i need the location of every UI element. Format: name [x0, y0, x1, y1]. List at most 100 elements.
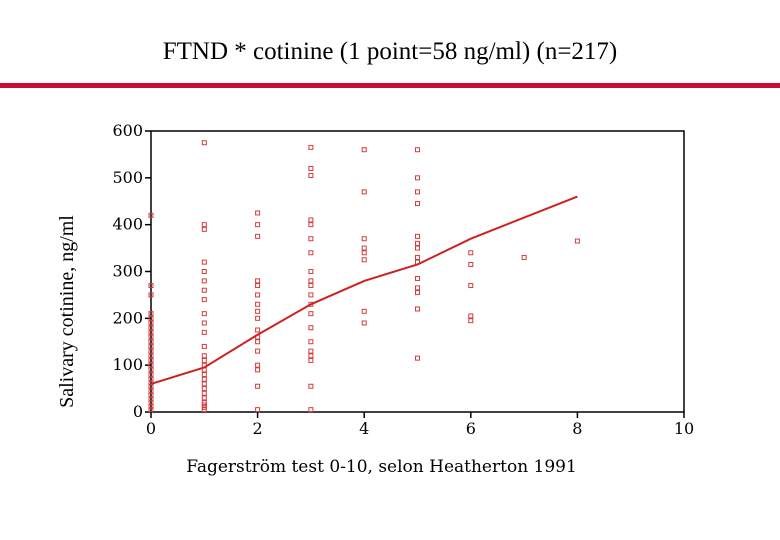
- data-point: [148, 353, 154, 359]
- data-point: [308, 269, 314, 274]
- data-point: [201, 222, 207, 228]
- data-point: [148, 393, 154, 399]
- data-point: [308, 311, 314, 317]
- data-point: [361, 257, 367, 263]
- data-point: [201, 400, 207, 406]
- data-point: [148, 311, 154, 317]
- data-point: [201, 357, 207, 363]
- data-point: [415, 276, 420, 282]
- data-point: [201, 259, 207, 265]
- data-point: [148, 348, 154, 354]
- data-point: [521, 254, 527, 260]
- data-point: [308, 383, 314, 389]
- x-tick-label: 6: [466, 419, 476, 438]
- x-axis-label: Fagerström test 0-10, selon Heatherton 1…: [186, 457, 577, 477]
- data-point: [361, 189, 367, 195]
- y-axis-label: Salivary cotinine, ng/ml: [56, 215, 78, 408]
- data-point: [308, 407, 314, 413]
- data-point: [148, 376, 154, 382]
- data-point: [468, 250, 474, 256]
- data-point: [255, 301, 261, 307]
- data-point: [308, 339, 314, 345]
- data-point: [415, 306, 420, 312]
- data-point: [148, 325, 154, 331]
- data-point: [308, 278, 314, 284]
- data-point: [201, 353, 207, 359]
- data-point: [308, 357, 314, 363]
- data-point: [415, 240, 420, 246]
- data-point: [148, 396, 154, 402]
- data-point: [148, 357, 154, 363]
- data-point: [148, 283, 154, 289]
- data-point: [308, 250, 314, 256]
- data-point: [255, 327, 261, 333]
- data-point: [148, 339, 154, 345]
- data-point: [148, 407, 154, 413]
- plot-frame: [150, 130, 685, 413]
- data-point: [415, 285, 420, 291]
- data-point: [415, 201, 420, 207]
- data-point: [255, 233, 261, 239]
- data-point: [255, 348, 261, 354]
- data-point: [415, 254, 420, 260]
- data-point: [255, 278, 261, 284]
- data-point: [148, 329, 154, 335]
- data-point: [148, 334, 154, 340]
- axis-ticks: 0 100 200 300 400 500 600 0 2 4 6 8 10: [112, 121, 694, 438]
- data-point: [361, 308, 367, 314]
- data-point: [308, 217, 314, 223]
- data-points: [148, 140, 580, 413]
- data-point: [148, 320, 154, 326]
- data-point: [255, 367, 261, 373]
- x-tick-label: 4: [359, 419, 369, 438]
- data-point: [415, 290, 420, 296]
- x-tick-label: 10: [674, 419, 694, 438]
- data-point: [201, 343, 207, 349]
- data-point: [148, 388, 154, 394]
- data-point: [308, 325, 314, 331]
- data-point: [255, 315, 261, 321]
- data-point: [201, 278, 207, 284]
- data-point: [255, 308, 261, 314]
- data-point: [201, 320, 207, 326]
- title-underline: [0, 83, 780, 88]
- chart-title: FTND * cotinine (1 point=58 ng/ml) (n=21…: [162, 38, 618, 65]
- data-point: [308, 283, 314, 289]
- data-point: [201, 311, 207, 317]
- data-point: [201, 381, 207, 387]
- data-point: [361, 320, 367, 326]
- data-point: [415, 175, 420, 181]
- data-point: [468, 261, 474, 267]
- data-point: [308, 292, 314, 298]
- data-point: [308, 353, 314, 359]
- data-point: [148, 212, 154, 218]
- data-point: [148, 315, 154, 321]
- x-tick-label: 2: [253, 419, 263, 438]
- data-point: [308, 165, 314, 171]
- y-tick-label: 200: [112, 308, 143, 327]
- x-tick-label: 0: [146, 419, 156, 438]
- data-point: [361, 250, 367, 256]
- data-point: [148, 367, 154, 373]
- data-point: [255, 383, 261, 389]
- y-tick-label: 400: [112, 215, 143, 234]
- data-point: [148, 343, 154, 349]
- data-point: [361, 236, 367, 242]
- data-point: [308, 172, 314, 178]
- data-point: [361, 147, 367, 153]
- data-point: [255, 283, 261, 289]
- data-point: [574, 238, 580, 244]
- data-point: [201, 372, 207, 378]
- data-point: [148, 372, 154, 378]
- data-point: [308, 348, 314, 354]
- data-point: [468, 283, 474, 289]
- data-point: [255, 339, 261, 345]
- data-point: [148, 362, 154, 368]
- data-point: [201, 390, 207, 396]
- trend-line: [150, 195, 578, 385]
- data-point: [415, 189, 420, 195]
- data-point: [468, 313, 474, 319]
- data-point: [255, 362, 261, 368]
- data-point: [308, 144, 314, 150]
